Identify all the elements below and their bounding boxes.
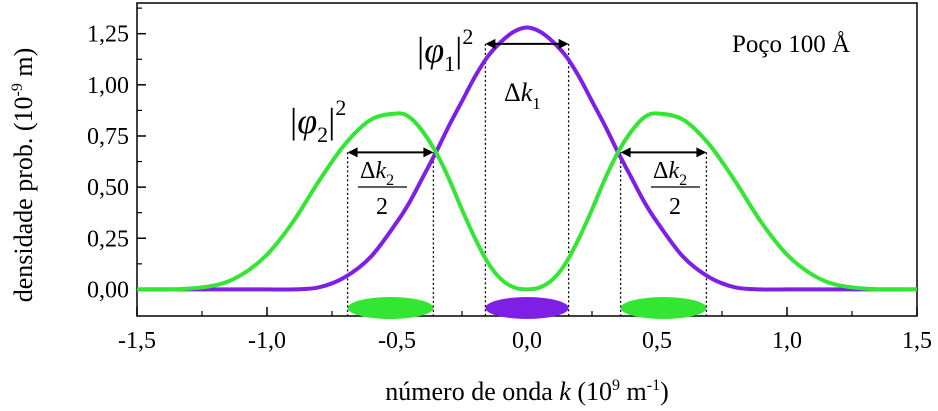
well-label: Poço 100 Å	[732, 31, 850, 58]
arrow-head-right	[558, 38, 569, 49]
phi1-squared-curve	[137, 25, 917, 292]
delta-k2-left-label: Δk2 2	[358, 158, 407, 220]
y-tick-labels: 0,00 0,25 0,50 0,75 1,00 1,25	[87, 22, 129, 304]
y-tick-label: 0,25	[87, 226, 129, 252]
y-tick-label: 0,50	[87, 175, 129, 201]
series-curves	[136, 25, 918, 292]
dotted-guides	[346, 43, 708, 318]
width-arrows	[347, 38, 707, 158]
arrow-head-left	[485, 38, 496, 49]
svg-text:2: 2	[376, 194, 388, 220]
ellipse-markers	[347, 297, 707, 319]
phi2-label: |φ2|2	[290, 95, 346, 147]
y-tick-label: 0,75	[87, 124, 129, 150]
y-tick-label: 0,00	[87, 277, 129, 303]
svg-text:Δk2: Δk2	[360, 158, 394, 189]
y-tick-label: 1,00	[87, 73, 129, 99]
x-tick-labels: -1,5 -1,0 -0,5 0,0 0,5 1,0 1,5	[118, 328, 932, 354]
wavepacket-ellipse	[485, 297, 569, 319]
x-tick-label: -1,5	[118, 328, 156, 354]
y-tick-label: 1,25	[87, 22, 129, 48]
wavepacket-ellipse	[620, 297, 707, 319]
y-axis-label: densidade prob. (10-9 m)	[9, 48, 38, 303]
x-axis-label: número de onda k (109 m-1)	[385, 377, 668, 406]
delta-k1-label: Δk1	[504, 78, 541, 113]
x-tick-label: 1,5	[902, 328, 932, 354]
x-tick-label: 1,0	[772, 328, 802, 354]
x-tick-label: 0,5	[642, 328, 672, 354]
x-tick-label: -1,0	[248, 328, 286, 354]
svg-text:Δk2: Δk2	[653, 158, 687, 189]
arrow-head-left	[347, 147, 358, 158]
arrow-head-right	[423, 147, 434, 158]
x-tick-label: -0,5	[378, 328, 416, 354]
arrow-head-right	[696, 147, 707, 158]
svg-text:2: 2	[669, 194, 681, 220]
wavepacket-ellipse	[347, 297, 434, 319]
phi1-label: |φ1|2	[417, 24, 473, 76]
delta-k2-right-label: Δk2 2	[651, 158, 700, 220]
x-tick-label: 0,0	[512, 328, 542, 354]
arrow-head-left	[620, 147, 631, 158]
phi2-squared-curve	[136, 111, 918, 292]
